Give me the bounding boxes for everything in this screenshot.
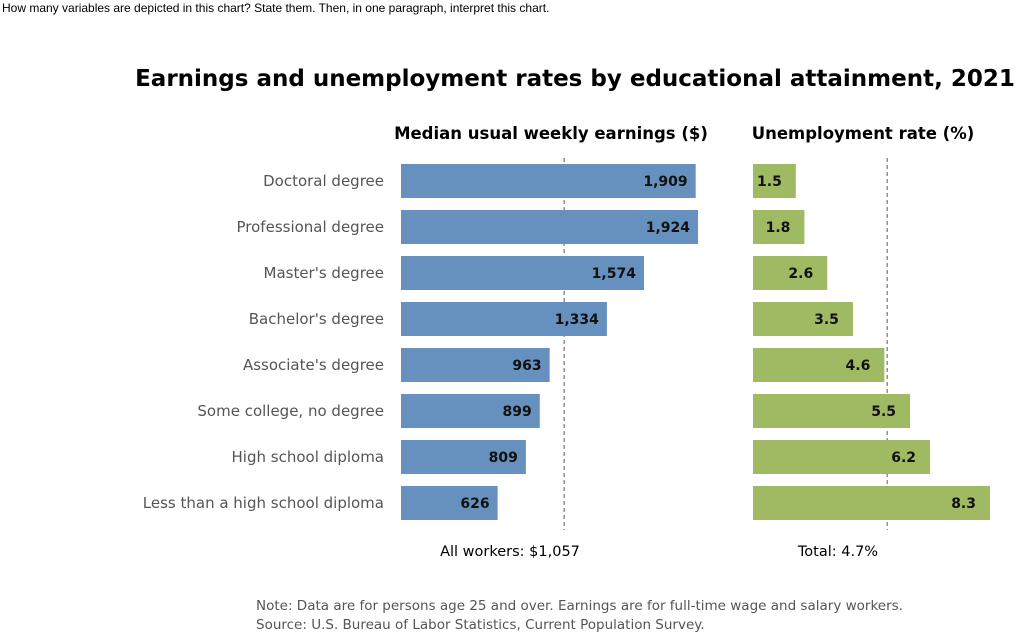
unemployment-reference-label: Total: 4.7%: [797, 544, 878, 560]
earnings-bars: [401, 164, 698, 520]
earnings-panel-title: Median usual weekly earnings ($): [394, 124, 708, 143]
category-label: Some college, no degree: [197, 402, 384, 420]
unemployment-bar: [753, 348, 885, 382]
unemployment-value-label: 4.6: [846, 358, 871, 374]
earnings-value-label: 1,924: [646, 220, 691, 236]
earnings-value-label: 1,334: [555, 312, 600, 328]
unemployment-bar: [753, 164, 796, 198]
earnings-value-label: 899: [503, 404, 532, 420]
earnings-value-label: 626: [460, 496, 489, 512]
category-label: Less than a high school diploma: [143, 494, 384, 512]
earnings-reference-label: All workers: $1,057: [440, 544, 580, 560]
earnings-value-label: 1,909: [643, 174, 687, 190]
earnings-value-label: 963: [512, 358, 541, 374]
earnings-bar: [401, 164, 696, 198]
chart-source: Source: U.S. Bureau of Labor Statistics,…: [256, 617, 705, 633]
unemployment-value-labels: 1.5 1.8 2.6 3.5 4.6 5.5 6.2 8.3: [757, 174, 976, 512]
category-labels: Doctoral degree Professional degree Master…: [143, 172, 384, 512]
earnings-bar: [401, 210, 698, 244]
unemployment-panel-title: Unemployment rate (%): [752, 124, 975, 143]
earnings-bar: [401, 394, 540, 428]
unemployment-bar: [753, 486, 990, 520]
unemployment-value-label: 1.8: [766, 220, 791, 236]
question-prompt: How many variables are depicted in this …: [2, 1, 550, 15]
earnings-value-label: 809: [489, 450, 518, 466]
category-label: High school diploma: [232, 448, 384, 466]
earnings-value-label: 1,574: [592, 266, 637, 282]
chart-note: Note: Data are for persons age 25 and ov…: [256, 598, 903, 614]
unemployment-value-label: 6.2: [891, 450, 916, 466]
earnings-bar: [401, 440, 526, 474]
unemployment-bar: [753, 210, 805, 244]
unemployment-bar: [753, 256, 828, 290]
earnings-bar: [401, 348, 550, 382]
category-label: Associate's degree: [243, 356, 384, 374]
earnings-bar: [401, 256, 644, 290]
unemployment-value-label: 3.5: [814, 312, 839, 328]
category-label: Professional degree: [237, 218, 384, 236]
earnings-bar: [401, 486, 498, 520]
unemployment-value-label: 8.3: [951, 496, 976, 512]
earnings-value-labels: 1,909 1,924 1,574 1,334 963 899 809 626: [460, 174, 690, 512]
unemployment-bar: [753, 394, 911, 428]
category-label: Doctoral degree: [263, 172, 384, 190]
earnings-bar: [401, 302, 607, 336]
unemployment-value-label: 2.6: [788, 266, 813, 282]
unemployment-bar: [753, 440, 931, 474]
chart-title: Earnings and unemployment rates by educa…: [135, 66, 1015, 92]
category-label: Master's degree: [264, 264, 385, 282]
unemployment-bars: [753, 164, 990, 520]
unemployment-bar: [753, 302, 853, 336]
unemployment-value-label: 1.5: [757, 174, 782, 190]
unemployment-value-label: 5.5: [871, 404, 896, 420]
category-label: Bachelor's degree: [249, 310, 384, 328]
